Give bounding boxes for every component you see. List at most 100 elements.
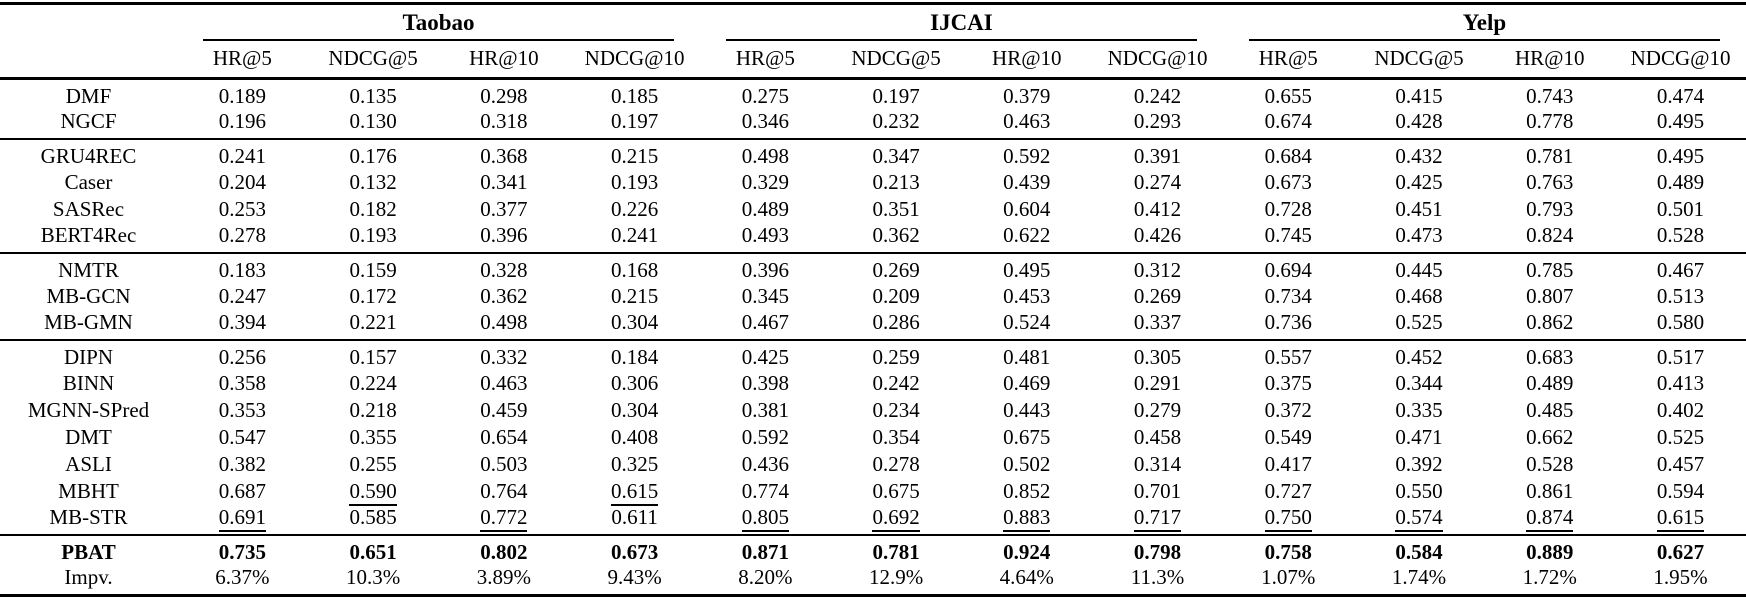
value-cell: 0.275 [741, 84, 789, 108]
table-row-mb-gmn: MB-GMN 0.394 0.221 0.498 0.304 0.467 0.286 0.52… [0, 310, 1746, 340]
value-cell: 0.798 [1133, 540, 1182, 564]
value-cell: 0.392 [1395, 452, 1443, 476]
method-cell-ngcf: NGCF [60, 109, 117, 133]
method-cell-mb-str: MB-STR [49, 505, 128, 529]
section-sequential-models: GRU4REC 0.241 0.176 0.368 0.215 0.498 0.347 0.5… [0, 139, 1746, 253]
value-cell: 0.278 [872, 452, 920, 476]
value-cell: 0.924 [1003, 540, 1051, 564]
value-cell: 0.451 [1395, 197, 1443, 221]
value-cell: 0.168 [610, 258, 659, 282]
value-cell: 0.687 [218, 479, 266, 503]
second-best-value: 0.805 [741, 505, 789, 532]
value-cell: 0.549 [1264, 425, 1312, 449]
value-cell: 0.189 [218, 84, 266, 108]
value-cell: 1.74% [1391, 565, 1447, 589]
value-cell: 0.547 [218, 425, 266, 449]
value-cell: 0.185 [610, 84, 659, 108]
value-cell: 0.743 [1526, 84, 1574, 108]
value-cell: 0.242 [872, 371, 920, 395]
value-cell: 0.495 [1656, 144, 1705, 168]
method-cell-dipn: DIPN [63, 345, 113, 369]
table-row-dmf: DMF 0.189 0.135 0.298 0.185 0.275 0.197 0.379 0.… [0, 79, 1746, 110]
value-cell: 0.413 [1656, 371, 1705, 395]
second-best-value: 0.615 [610, 479, 659, 506]
value-cell: 0.394 [218, 310, 266, 334]
value-cell: 0.592 [1003, 144, 1051, 168]
value-cell: 0.417 [1264, 452, 1312, 476]
value-cell: 0.584 [1395, 540, 1443, 564]
method-cell-dmt: DMT [65, 425, 112, 449]
value-cell: 0.335 [1395, 398, 1443, 422]
method-cell-binn: BINN [62, 371, 115, 395]
metric-header-yelp-ndcg-5: NDCG@5 [1374, 46, 1464, 70]
value-cell: 0.377 [480, 197, 528, 221]
value-cell: 0.463 [480, 371, 528, 395]
value-cell: 0.805 [700, 505, 831, 535]
method-cell-mb-gmn: MB-GMN [44, 310, 133, 334]
value-cell: 0.354 [872, 425, 920, 449]
value-cell: 0.764 [480, 479, 528, 503]
value-cell: 0.278 [218, 223, 266, 247]
second-best-value: 0.750 [1264, 505, 1312, 532]
value-cell: 0.193 [349, 223, 397, 247]
value-cell: 0.375 [1264, 371, 1312, 395]
value-cell: 0.674 [1264, 109, 1312, 133]
value-cell: 0.772 [438, 505, 569, 535]
second-best-value: 0.615 [1656, 505, 1705, 532]
value-cell: 0.232 [872, 109, 920, 133]
value-cell: 0.176 [349, 144, 397, 168]
value-cell: 0.362 [480, 284, 528, 308]
table-row-dmt: DMT 0.547 0.355 0.654 0.408 0.592 0.354 0.675 0.… [0, 424, 1746, 451]
value-cell: 0.861 [1526, 479, 1574, 503]
group-rule-yelp: Yelp [1248, 10, 1720, 41]
value-cell: 0.304 [610, 310, 659, 334]
value-cell: 0.750 [1223, 505, 1354, 535]
value-cell: 0.692 [831, 505, 962, 535]
value-cell: 0.778 [1526, 109, 1574, 133]
value-cell: 0.391 [1133, 144, 1182, 168]
value-cell: 0.197 [610, 109, 659, 133]
second-best-value: 0.574 [1395, 505, 1443, 532]
value-cell: 0.580 [1656, 310, 1705, 334]
value-cell: 0.426 [1133, 223, 1182, 247]
value-cell: 0.132 [349, 170, 397, 194]
method-cell-mb-gcn: MB-GCN [46, 284, 131, 308]
table-row-gru4rec: GRU4REC 0.241 0.176 0.368 0.215 0.498 0.347 0.5… [0, 139, 1746, 169]
value-cell: 0.325 [610, 452, 659, 476]
metric-header-yelp-ndcg-10: NDCG@10 [1630, 46, 1731, 70]
value-cell: 9.43% [607, 565, 662, 589]
value-cell: 0.745 [1264, 223, 1312, 247]
value-cell: 0.675 [872, 479, 920, 503]
value-cell: 0.332 [480, 345, 528, 369]
value-cell: 0.654 [480, 425, 528, 449]
value-cell: 0.269 [1133, 284, 1182, 308]
value-cell: 0.318 [480, 109, 528, 133]
value-cell: 0.594 [1656, 479, 1705, 503]
method-cell-pbat: PBAT [61, 540, 116, 564]
method-cell-mgnn-spred: MGNN-SPred [27, 398, 150, 422]
value-cell: 0.459 [480, 398, 528, 422]
value-cell: 0.524 [1003, 310, 1051, 334]
value-cell: 0.673 [1264, 170, 1312, 194]
corner-cell [0, 4, 177, 42]
value-cell: 0.474 [1656, 84, 1705, 108]
value-cell: 0.717 [1092, 505, 1223, 535]
value-cell: 0.463 [1003, 109, 1051, 133]
value-cell: 0.344 [1395, 371, 1443, 395]
value-cell: 0.467 [741, 310, 789, 334]
value-cell: 0.781 [1526, 144, 1574, 168]
value-cell: 0.557 [1264, 345, 1312, 369]
value-cell: 0.337 [1133, 310, 1182, 334]
value-cell: 0.701 [1133, 479, 1182, 503]
value-cell: 0.402 [1656, 398, 1705, 422]
value-cell: 0.432 [1395, 144, 1443, 168]
table-row-caser: Caser 0.204 0.132 0.341 0.193 0.329 0.213 0.439… [0, 169, 1746, 196]
value-cell: 0.226 [610, 197, 659, 221]
value-cell: 0.213 [872, 170, 920, 194]
metric-header-taobao-hr-5: HR@5 [212, 46, 272, 70]
value-cell: 0.489 [1526, 371, 1574, 395]
value-cell: 0.159 [349, 258, 397, 282]
value-cell: 0.241 [218, 144, 266, 168]
value-cell: 0.358 [218, 371, 266, 395]
value-cell: 0.286 [872, 310, 920, 334]
